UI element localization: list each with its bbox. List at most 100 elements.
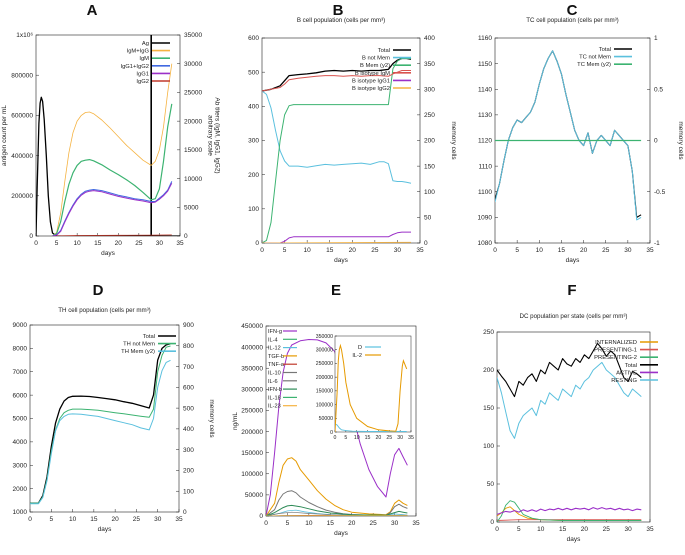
x-tick-label: 20 xyxy=(115,240,123,247)
y2-tick-label: -1 xyxy=(654,240,660,247)
x-tick-label: 10 xyxy=(304,247,312,254)
x-tick-label: 0 xyxy=(493,247,497,254)
x-tick-label: 15 xyxy=(94,240,102,247)
panel-letter-d: D xyxy=(93,282,104,299)
y2-tick-label: 5000 xyxy=(184,204,199,211)
x-tick-label: 0 xyxy=(34,240,38,247)
y2-tick-label: 100 xyxy=(183,488,194,495)
x-tick-label: 35 xyxy=(416,247,424,254)
legend-label: IFN-b xyxy=(268,387,282,393)
y2-tick-label: 0 xyxy=(654,138,658,145)
y-tick-label: 300 xyxy=(248,138,259,145)
y-tick-label: 350000 xyxy=(241,365,263,372)
x-axis-label-b: days xyxy=(334,257,348,264)
x-tick-label: 35 xyxy=(176,240,184,247)
y-tick-label: 8000 xyxy=(13,346,28,353)
inset-x-tick-label: 10 xyxy=(354,435,360,441)
x-tick-label: 10 xyxy=(69,516,77,523)
panel-letter-a: A xyxy=(87,2,98,19)
panel-letter-e: E xyxy=(331,282,341,299)
x-tick-label: 15 xyxy=(558,247,566,254)
inset-legend-label: IL-2 xyxy=(352,353,362,359)
y2-tick-label: 600 xyxy=(183,385,194,392)
legend-label: IL-18 xyxy=(268,395,281,401)
y-tick-label: 500 xyxy=(248,69,259,76)
x-tick-label: 20 xyxy=(112,516,120,523)
x-tick-label: 35 xyxy=(646,247,654,254)
y2-tick-label: 15000 xyxy=(184,147,202,154)
y2-axis-label-line: Ab titers (IgM, IgG1, IgG2) xyxy=(214,97,221,173)
y-tick-label: 1x10⁶ xyxy=(16,32,33,39)
y-tick-label: 400000 xyxy=(11,153,33,160)
y-tick-label: 400 xyxy=(248,104,259,111)
legend-label: IFN-g xyxy=(268,329,282,335)
x-tick-label: 15 xyxy=(559,526,567,533)
x-tick-label: 30 xyxy=(391,520,399,527)
x-tick-label: 35 xyxy=(175,516,183,523)
y2-tick-label: 25000 xyxy=(184,90,202,97)
legend-label: TC not Mem xyxy=(579,55,611,61)
x-tick-label: 30 xyxy=(394,247,402,254)
x-tick-label: 25 xyxy=(602,247,610,254)
x-tick-label: 5 xyxy=(283,247,287,254)
inset-y-tick-label: 100000 xyxy=(316,402,333,408)
inset-x-tick-label: 20 xyxy=(376,435,382,441)
inset-x-tick-label: 15 xyxy=(365,435,371,441)
x-tick-label: 25 xyxy=(135,240,143,247)
y-tick-label: 1100 xyxy=(478,189,492,196)
legend-label: Total xyxy=(599,47,611,53)
x-axis-label-f: days xyxy=(567,536,581,543)
legend-label: PRESENTING-1 xyxy=(594,348,637,354)
y2-tick-label: -0.5 xyxy=(654,189,666,196)
legend-label: IL-6 xyxy=(268,379,278,385)
x-tick-label: 35 xyxy=(412,520,420,527)
x-tick-label: 25 xyxy=(370,520,378,527)
y-tick-label: 150 xyxy=(483,405,494,412)
y-tick-label: 200000 xyxy=(241,429,263,436)
x-tick-label: 30 xyxy=(625,526,633,533)
y2-tick-label: 400 xyxy=(183,426,194,433)
x-tick-label: 20 xyxy=(580,247,588,254)
y-tick-label: 7000 xyxy=(13,369,28,376)
inset-x-tick-label: 35 xyxy=(408,435,414,441)
y-tick-label: 0 xyxy=(255,240,259,247)
y-tick-label: 2000 xyxy=(13,486,28,493)
y2-tick-label: 10000 xyxy=(184,176,202,183)
y2-tick-label: 300 xyxy=(183,447,194,454)
x-tick-label: 25 xyxy=(603,526,611,533)
y-tick-label: 200 xyxy=(483,367,494,374)
y-tick-label: 1130 xyxy=(478,112,492,119)
x-tick-label: 15 xyxy=(90,516,98,523)
x-tick-label: 5 xyxy=(517,526,521,533)
inset-legend-label: D xyxy=(358,345,362,351)
y-tick-label: 600 xyxy=(248,35,259,42)
y-tick-label: 9000 xyxy=(13,322,28,329)
x-tick-label: 15 xyxy=(326,247,334,254)
legend-label: B isotype IgG2 xyxy=(352,86,390,92)
y-tick-label: 100 xyxy=(483,443,494,450)
y2-axis-label-c: memory cells xyxy=(677,121,684,160)
panel-title-c: TC cell population (cells per mm³) xyxy=(526,17,619,24)
y-tick-label: 0 xyxy=(29,233,33,240)
y-tick-label: 600000 xyxy=(11,113,33,120)
x-tick-label: 30 xyxy=(624,247,632,254)
y-tick-label: 200000 xyxy=(11,193,33,200)
legend-label: TGF-b xyxy=(268,354,284,360)
panel-title-f: DC population per state (cells per mm³) xyxy=(520,313,628,320)
x-tick-label: 30 xyxy=(154,516,162,523)
legend-label: B Mem (y2) xyxy=(360,63,390,69)
x-tick-label: 25 xyxy=(371,247,379,254)
y2-axis-label-line: memory cells xyxy=(208,399,215,438)
legend-label: PRESENTING-2 xyxy=(594,355,637,361)
y2-tick-label: 50 xyxy=(424,215,432,222)
y-tick-label: 1140 xyxy=(478,86,492,93)
y2-tick-label: 200 xyxy=(183,468,194,475)
y-tick-label: 1080 xyxy=(478,240,493,247)
y2-tick-label: 800 xyxy=(183,343,194,350)
y-tick-label: 50 xyxy=(487,481,495,488)
inset-y-tick-label: 250000 xyxy=(316,361,333,367)
y-tick-label: 200 xyxy=(248,172,259,179)
y-tick-label: 50000 xyxy=(245,492,263,499)
x-tick-label: 20 xyxy=(581,526,589,533)
y-tick-label: 450000 xyxy=(241,323,263,330)
